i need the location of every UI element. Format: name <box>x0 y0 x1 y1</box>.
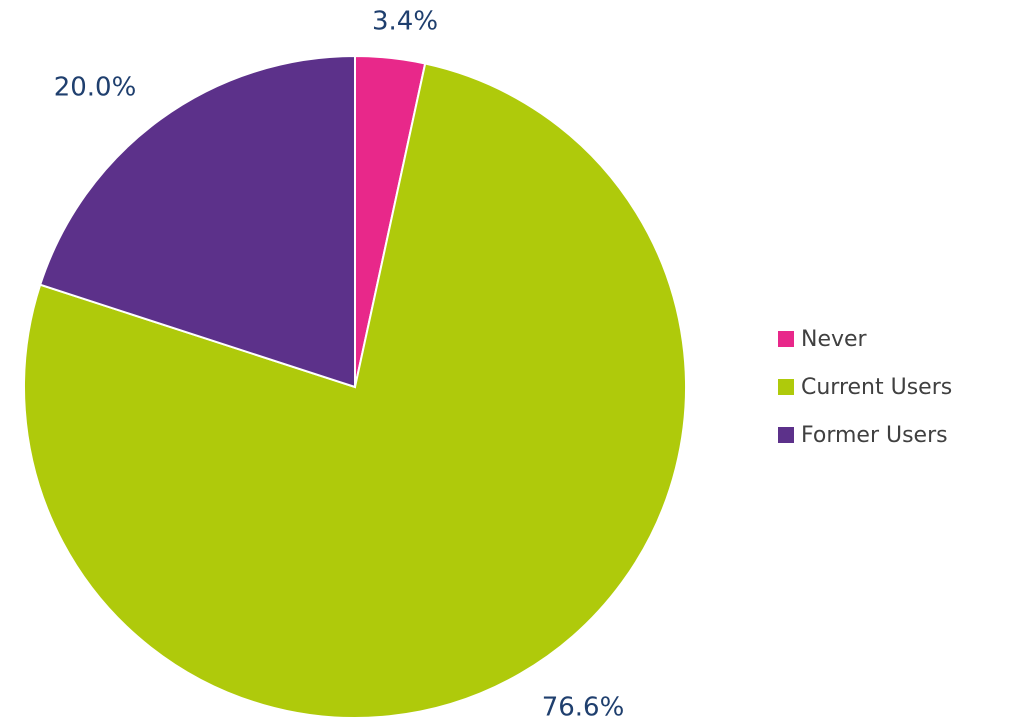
value-label: 76.6% <box>542 693 625 721</box>
pie-slice <box>38 54 356 389</box>
pie-slice <box>23 62 687 719</box>
value-label: 3.4% <box>372 7 438 37</box>
legend-label: Current Users <box>801 375 952 400</box>
legend-swatch <box>778 331 794 347</box>
value-label: 20.0% <box>54 73 137 103</box>
legend-swatch <box>778 427 794 443</box>
legend-swatch <box>778 379 794 395</box>
legend-label: Never <box>801 327 868 352</box>
legend-label: Former Users <box>801 423 948 448</box>
